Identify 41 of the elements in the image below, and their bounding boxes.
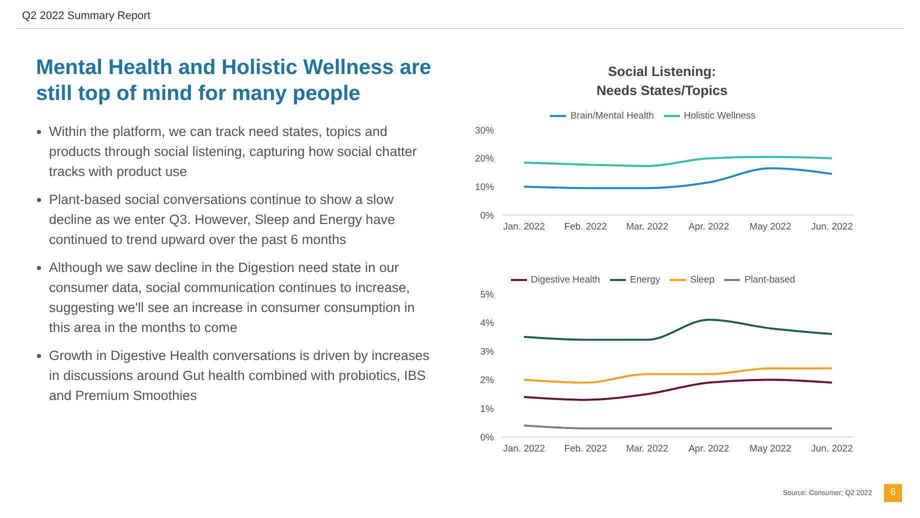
line-series [523, 378, 833, 401]
y-tick-label: 2% [480, 375, 495, 386]
y-tick-label: 5% [480, 289, 495, 300]
y-tick-label: 30% [474, 125, 495, 136]
legend-label: Brain/Mental Health [570, 110, 654, 122]
x-tick-label: Jun. 2022 [811, 222, 853, 233]
line-series [523, 156, 833, 167]
text: Although we saw decline in the Digestion need state in our consumer data, social communication continues to increase, suggesting we'll see an increase in consumer consumption in this area in the months to come [49, 259, 416, 337]
legend-label: Energy [630, 274, 660, 286]
x-tick-label: Feb. 2022 [564, 444, 607, 455]
x-tick-label: Feb. 2022 [564, 222, 607, 233]
line-series [523, 367, 833, 384]
x-tick-label: Mar. 2022 [626, 444, 668, 455]
x-tick-label: Apr. 2022 [688, 444, 730, 455]
x-tick-label: Jan. 2022 [503, 222, 545, 233]
x-tick-label: May 2022 [750, 444, 792, 455]
line-series [523, 318, 833, 341]
legend-label: Holistic Wellness [684, 110, 756, 122]
text: Plant-based social conversations continue to show a slow decline as we enter Q3. However, Sleep and Energy have continued to trend upward over the past 6 months [49, 191, 396, 249]
y-tick-label: 3% [480, 346, 495, 358]
line-series [523, 167, 833, 190]
chart-title: Social Listening: Needs States/Topics [595, 63, 729, 100]
y-tick-label: 10% [474, 182, 495, 194]
text: Within the platform, we can track need states, topics and products through social listening, capturing how social chatter tracks with product use [49, 123, 418, 181]
y-tick-label: 20% [474, 154, 495, 165]
y-tick-label: 0% [480, 210, 495, 222]
text: Growth in Digestive Health conversations is driven by increases in discussions around Gut health combined with probiotics, IBS and Premium Smoothies [49, 347, 430, 405]
legend-label: Plant-based [744, 274, 796, 286]
y-tick-label: 1% [480, 404, 495, 415]
x-tick-label: Mar. 2022 [626, 222, 668, 233]
x-tick-label: May 2022 [750, 222, 792, 233]
x-tick-label: Jan. 2022 [503, 444, 545, 455]
text: Q2 2022 Summary Report [22, 10, 150, 22]
text: Mental Health and Holistic Wellness are still top of mind for many people [36, 55, 432, 107]
legend-label: Sleep [690, 274, 714, 286]
x-tick-label: Jun. 2022 [811, 444, 853, 455]
text: 6 [884, 484, 902, 502]
legend-label: Digestive Health [530, 274, 600, 286]
x-tick-label: Apr. 2022 [688, 222, 730, 233]
y-tick-label: 4% [480, 318, 495, 329]
y-tick-label: 0% [480, 432, 495, 444]
